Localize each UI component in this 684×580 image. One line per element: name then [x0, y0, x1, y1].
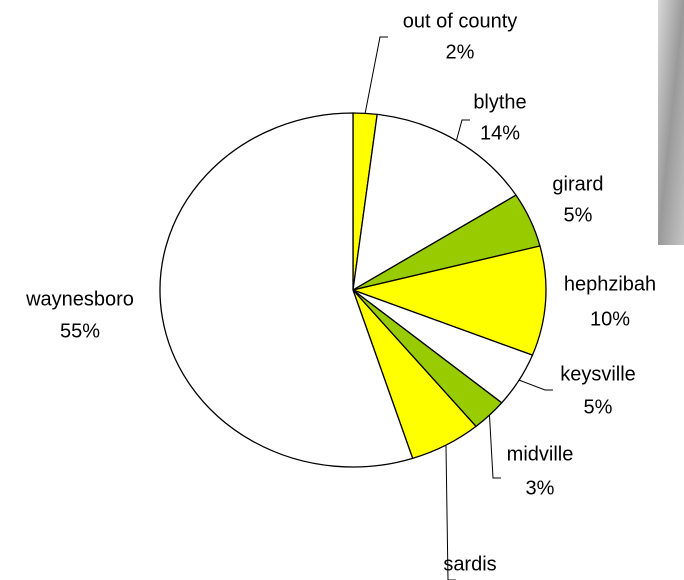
slice-label: girard — [552, 173, 603, 195]
pie-slice — [352, 113, 517, 292]
leader-line — [518, 379, 553, 391]
slice-value-label: 5% — [564, 204, 593, 226]
slice-value-label: 14% — [480, 122, 520, 144]
leader-line — [488, 415, 501, 479]
slice-label: blythe — [473, 91, 526, 113]
slice-value-label: 10% — [590, 308, 630, 330]
slice-value-label: 55% — [60, 320, 100, 342]
leader-line — [445, 445, 456, 580]
slice-label: keysville — [560, 363, 636, 385]
slice-value-label: 5% — [584, 396, 613, 418]
leader-line — [455, 119, 470, 141]
slice-value-label: 3% — [526, 477, 555, 499]
slice-label: midville — [507, 443, 574, 465]
slice-label: out of county — [403, 10, 518, 32]
leader-line — [364, 36, 388, 114]
pie-slice — [159, 112, 414, 468]
slice-label: waynesboro — [25, 288, 134, 310]
pie-slice — [350, 245, 547, 356]
slice-label: sardis — [443, 553, 496, 575]
slice-label: hephzibah — [564, 273, 656, 295]
photo — [658, 0, 684, 245]
slice-value-label: 2% — [446, 41, 475, 63]
